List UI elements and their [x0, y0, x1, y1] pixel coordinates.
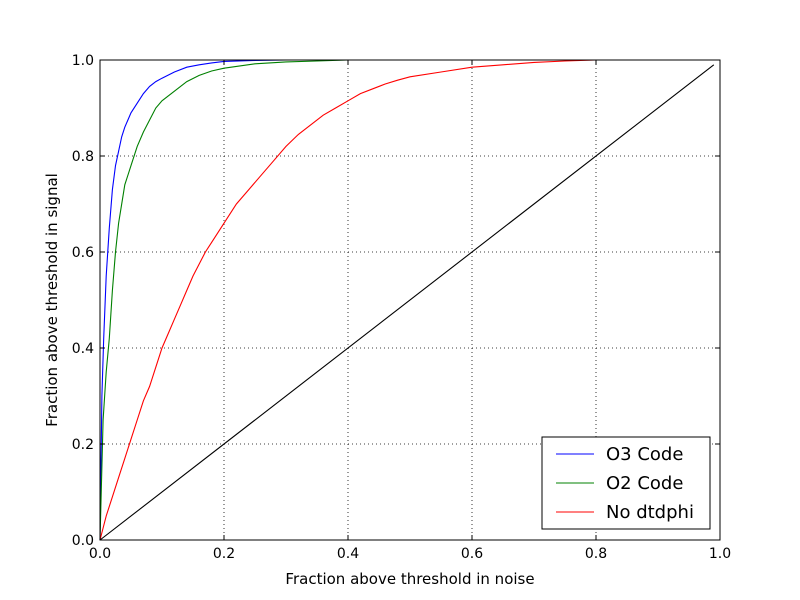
x-tick-label: 0.4 — [337, 546, 359, 562]
series-line-o2-code — [99, 59, 349, 541]
x-tick-label: 0.8 — [585, 546, 607, 562]
y-tick-label: 0.6 — [72, 245, 94, 261]
plot-frame — [99, 59, 721, 541]
y-tick-label: 0.4 — [72, 341, 94, 357]
series-line-o3-code — [99, 59, 348, 541]
series-line-no-dtdphi — [99, 59, 597, 541]
legend-label: O2 Code — [606, 473, 683, 494]
axis-ticks: 0.0 0.2 0.4 0.6 0.8 1.0 0.0 0.2 0.4 0.6 0.8 1.0 — [72, 53, 731, 562]
legend-label: O3 Code — [606, 444, 683, 465]
x-tick-label: 0.6 — [461, 546, 483, 562]
y-tick-label: 0.8 — [72, 149, 94, 165]
legend-label: No dtdphi — [606, 502, 694, 523]
y-tick-label: 0.2 — [72, 437, 94, 453]
series-line-3 — [99, 64, 715, 541]
x-tick-label: 0.0 — [89, 546, 111, 562]
y-tick-label: 0.0 — [72, 533, 94, 549]
y-tick-label: 1.0 — [72, 53, 94, 69]
x-axis-label: Fraction above threshold in noise — [285, 570, 534, 588]
y-axis-label: Fraction above threshold in signal — [43, 173, 61, 427]
x-tick-label: 1.0 — [709, 546, 731, 562]
series-layer — [99, 59, 715, 541]
legend: O3 Code O2 Code No dtdphi — [541, 436, 711, 530]
x-tick-label: 0.2 — [213, 546, 235, 562]
